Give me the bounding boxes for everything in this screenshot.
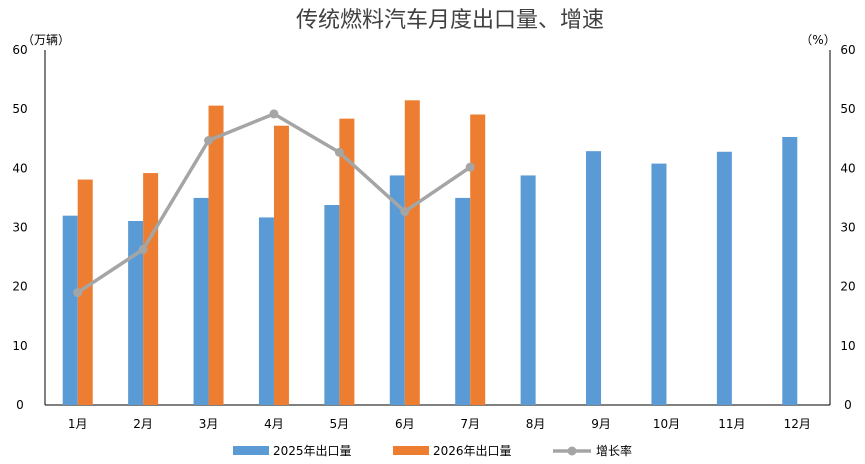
right-tick-label: 50: [840, 102, 855, 116]
left-tick-label: 40: [12, 161, 27, 175]
growth-line: [73, 109, 475, 298]
right-tick-label: 0: [844, 398, 852, 412]
growth-point: [269, 109, 279, 119]
bar-2025: [62, 215, 78, 405]
left-tick-label: 30: [12, 221, 27, 235]
bar-2025: [455, 197, 471, 405]
bar-2026: [404, 100, 420, 406]
bar-2026: [339, 118, 355, 405]
x-tick-label: 5月: [330, 417, 350, 431]
growth-point: [73, 288, 83, 298]
growth-point: [204, 136, 214, 146]
growth-point: [400, 207, 410, 217]
growth-point: [465, 162, 475, 172]
x-tick-label: 7月: [460, 417, 480, 431]
right-tick-label: 40: [840, 161, 855, 175]
left-tick-label: 10: [12, 339, 27, 353]
right-tick-label: 20: [840, 280, 855, 294]
left-tick-label: 0: [16, 398, 24, 412]
right-tick-label: 30: [840, 221, 855, 235]
x-tick-label: 8月: [526, 417, 546, 431]
axes: [44, 50, 831, 406]
bar-2026: [470, 114, 486, 405]
bar-2025: [716, 151, 732, 405]
legend-label-growth: 增长率: [596, 443, 632, 458]
bar-2025: [782, 136, 798, 405]
legend-swatch-2026: [393, 446, 429, 455]
x-tick-label: 12月: [784, 417, 811, 431]
legend-label-2026: 2026年出口量: [433, 444, 512, 458]
bar-2025: [324, 205, 340, 405]
legend-marker-growth: [567, 446, 577, 456]
x-tick-label: 11月: [718, 417, 745, 431]
right-axis-unit: （%）: [800, 33, 835, 47]
bar-2026: [77, 179, 93, 405]
x-tick-label: 10月: [653, 417, 680, 431]
bar-2025: [520, 175, 536, 405]
bar-2025: [389, 175, 405, 405]
bar-2026: [143, 173, 159, 405]
left-axis-ticks: 0 10 20 30 40 50 60: [12, 43, 27, 412]
bar-2025: [258, 217, 274, 405]
x-tick-label: 3月: [199, 417, 219, 431]
bar-2026: [273, 125, 289, 405]
growth-point: [334, 147, 344, 157]
right-tick-label: 10: [840, 339, 855, 353]
bars: [62, 100, 798, 406]
chart-title: 传统燃料汽车月度出口量、增速: [296, 8, 604, 33]
left-tick-label: 20: [12, 280, 27, 294]
legend-swatch-2025: [233, 446, 269, 455]
right-axis-ticks: 0 10 20 30 40 50 60: [840, 43, 855, 412]
bar-2025: [193, 197, 209, 405]
x-tick-label: 4月: [264, 417, 284, 431]
x-axis-labels: 1月 2月 3月 4月 5月 6月 7月 8月 9月 10月 11月 12月: [68, 417, 811, 431]
x-tick-label: 6月: [395, 417, 415, 431]
right-tick-label: 60: [840, 43, 855, 57]
bar-2025: [651, 163, 667, 405]
bar-2025: [128, 220, 144, 405]
x-tick-label: 9月: [591, 417, 611, 431]
left-tick-label: 60: [12, 43, 27, 57]
legend: 2025年出口量 2026年出口量 增长率: [233, 443, 632, 458]
legend-label-2025: 2025年出口量: [273, 444, 352, 458]
left-tick-label: 50: [12, 102, 27, 116]
bar-2026: [208, 105, 224, 405]
x-tick-label: 1月: [68, 417, 88, 431]
growth-point: [138, 244, 148, 254]
left-axis-unit: （万辆）: [22, 33, 70, 47]
x-tick-label: 2月: [133, 417, 153, 431]
bar-2025: [586, 151, 602, 405]
